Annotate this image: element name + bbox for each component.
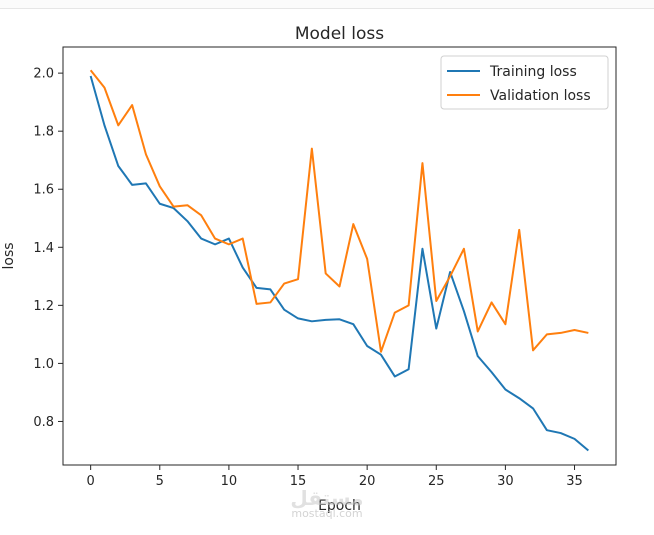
x-tick-label: 5: [156, 474, 164, 489]
chart-title: Model loss: [295, 24, 384, 44]
window-top-strip: [0, 0, 654, 9]
y-tick-label: 1.6: [33, 183, 54, 198]
y-tick-label: 2.0: [33, 67, 54, 82]
plot-frame: [62, 46, 617, 466]
y-axis-label: loss: [1, 242, 17, 269]
legend-box: [440, 55, 609, 110]
legend: Training loss Validation loss: [440, 55, 609, 110]
x-tick-label: 25: [428, 474, 445, 489]
y-tick-label: 0.8: [33, 415, 54, 430]
y-tick-label: 1.0: [33, 357, 54, 372]
legend-label-training: Training loss: [489, 64, 577, 80]
y-tick-label: 1.4: [33, 241, 54, 256]
plot-area: [63, 47, 616, 465]
x-tick-label: 0: [87, 474, 95, 489]
x-tick-label: 10: [221, 474, 238, 489]
series-line-validation: [89, 69, 589, 353]
x-tick-label: 35: [566, 474, 583, 489]
x-axis-label: Epoch: [318, 498, 361, 514]
x-tick-label: 15: [290, 474, 307, 489]
x-tick-label: 20: [359, 474, 376, 489]
y-axis-ticks: 0.8 1.0 1.2 1.4 1.6 1.8 2.0: [33, 67, 63, 430]
x-axis-ticks: 0 5 10 15 20 25 30 35: [87, 465, 583, 489]
y-tick-label: 1.8: [33, 125, 54, 140]
y-tick-label: 1.2: [33, 299, 54, 314]
series-line-training: [89, 75, 589, 452]
legend-label-validation: Validation loss: [490, 88, 591, 104]
series-layer: [89, 69, 589, 452]
x-tick-label: 30: [497, 474, 514, 489]
